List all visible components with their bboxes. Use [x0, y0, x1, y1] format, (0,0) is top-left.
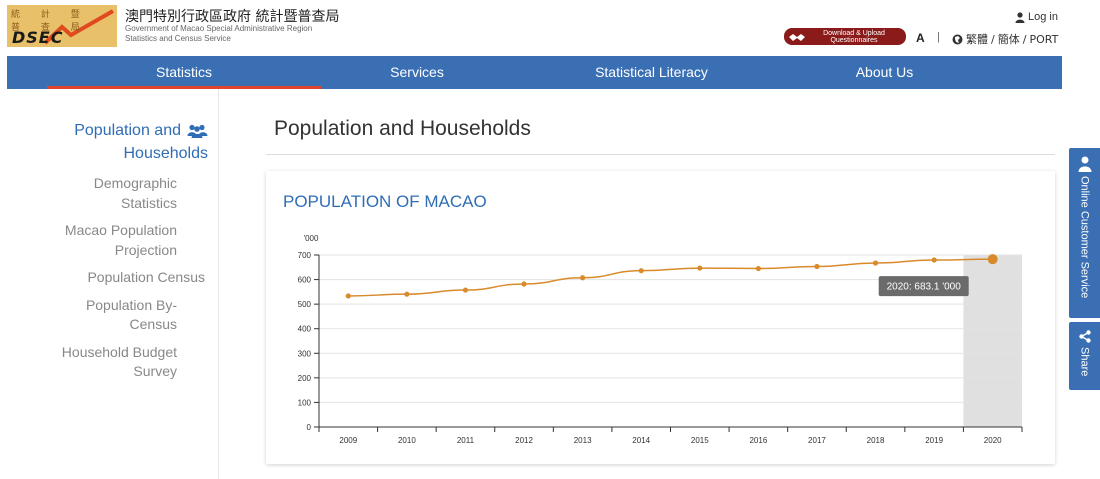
- users-icon: [187, 124, 208, 138]
- sidebar-item-label: Household Budget: [61, 343, 177, 360]
- y-tick-label: 200: [298, 374, 312, 383]
- data-point: [404, 291, 410, 297]
- share-label: Share: [1078, 347, 1091, 377]
- y-tick-label: 0: [307, 423, 312, 432]
- sidebar-item-label: Projection: [114, 241, 177, 258]
- x-tick-label: 2015: [691, 436, 709, 445]
- user-icon: [1015, 11, 1025, 23]
- sidebar-list: Demographic Statistics Macao Population …: [62, 174, 205, 390]
- globe-icon: [952, 34, 963, 44]
- header: 統 計 暨 普 查 局 DSEC 澳門特別行政區政府 統計暨普查局 Govern…: [0, 0, 1100, 56]
- download-label-line1: Download & Upload: [823, 29, 885, 37]
- login-link[interactable]: Log in: [1015, 11, 1058, 23]
- data-point: [872, 260, 879, 266]
- data-point: [697, 265, 703, 271]
- sidebar-item-demographic-statistics[interactable]: Demographic Statistics: [62, 174, 177, 213]
- font-size-toggle[interactable]: A: [916, 31, 925, 45]
- main-nav: Statistics Services Statistical Literacy…: [7, 56, 1062, 89]
- nav-item-about-us[interactable]: About Us: [855, 64, 914, 80]
- x-tick-label: 2020: [984, 436, 1002, 445]
- x-tick-label: 2013: [574, 436, 592, 445]
- data-point: [987, 254, 998, 265]
- y-tick-label: 400: [298, 325, 312, 334]
- sidebar-heading[interactable]: Population and Households: [74, 119, 208, 165]
- sidebar: Population and Households Demographic St…: [0, 89, 219, 479]
- x-tick-label: 2010: [398, 436, 416, 445]
- data-point: [521, 281, 527, 287]
- lang-portuguese-link[interactable]: PORT: [1029, 32, 1059, 46]
- person-icon: [1078, 156, 1091, 172]
- org-name-en-line1: Government of Macao Special Administrati…: [125, 24, 313, 33]
- dsec-logo[interactable]: 統 計 暨 普 查 局 DSEC: [7, 5, 117, 47]
- sidebar-item-label: Population By-: [85, 296, 177, 313]
- header-separator: |: [937, 31, 940, 43]
- download-label-line2: Questionnaires: [830, 36, 878, 44]
- language-switcher: 繁體 / 簡体 / PORT: [952, 31, 1058, 47]
- data-point: [755, 265, 761, 272]
- population-line-chart[interactable]: 0 100 200 300 400 500 600 700 '000 2009 2010 2011 20…: [266, 171, 1055, 464]
- sidebar-item-population-by-census[interactable]: Population By- Census: [62, 296, 177, 335]
- sidebar-item-population-census[interactable]: Population Census: [62, 268, 205, 288]
- customer-service-label: Online Customer Service: [1078, 176, 1091, 299]
- data-point: [580, 275, 586, 281]
- tooltip-text: 2020: 683.1 '000: [887, 282, 962, 293]
- sidebar-item-label: Statistics: [120, 194, 177, 211]
- share-icon: [1078, 330, 1091, 343]
- data-point: [931, 257, 937, 263]
- handshake-icon: [784, 32, 810, 42]
- data-point: [638, 268, 644, 274]
- y-tick-label: 100: [298, 398, 312, 407]
- x-tick-label: 2009: [339, 436, 357, 445]
- logo-arrow-graphic: [43, 9, 114, 45]
- download-upload-button[interactable]: Download & Upload Questionnaires: [784, 28, 906, 45]
- hover-band: [963, 255, 1022, 427]
- logo-chars: 統 計 暨 普 查 局: [11, 10, 89, 33]
- data-point: [345, 293, 351, 299]
- chart-title: POPULATION OF MACAO: [283, 192, 487, 211]
- sidebar-item-label: Population Census: [87, 269, 205, 285]
- lang-traditional-link[interactable]: 繁體: [966, 33, 988, 46]
- login-label: Log in: [1028, 11, 1058, 23]
- sidebar-item-label: Demographic: [93, 175, 177, 191]
- chart-card: POPULATION OF MACAO 0 100 200 300 400 500 600 7…: [266, 171, 1055, 464]
- x-tick-label: 2014: [632, 436, 650, 445]
- sidebar-item-label: Survey: [133, 363, 177, 379]
- x-tick-label: 2012: [515, 436, 533, 445]
- nav-item-statistics[interactable]: Statistics: [7, 56, 361, 89]
- sidebar-heading-line2: Households: [123, 145, 209, 162]
- y-tick-label: 500: [298, 300, 312, 309]
- org-name-zh: 澳門特別行政區政府 統計暨普查局: [125, 9, 340, 25]
- y-axis-unit-label: '000: [304, 234, 319, 243]
- data-point: [814, 263, 820, 270]
- x-tick-label: 2019: [925, 436, 943, 445]
- lang-simplified-link[interactable]: 簡体: [997, 33, 1020, 46]
- x-tick-label: 2018: [867, 436, 885, 445]
- logo-text: DSEC: [12, 28, 64, 47]
- sidebar-item-population-projection[interactable]: Macao Population Projection: [62, 221, 177, 260]
- y-tick-label: 300: [298, 349, 312, 358]
- sidebar-item-label: Macao Population: [64, 222, 177, 238]
- online-customer-service-tab[interactable]: Online Customer Service: [1069, 148, 1100, 318]
- data-point: [462, 287, 469, 293]
- y-tick-label: 700: [298, 251, 312, 260]
- y-tick-label: 600: [298, 276, 312, 285]
- page-title: Population and Households: [274, 117, 531, 140]
- org-name-en-line2: Statistics and Census Service: [125, 34, 231, 43]
- lang-separator: /: [1022, 32, 1027, 46]
- x-tick-label: 2016: [749, 436, 767, 445]
- sidebar-item-label: Census: [129, 316, 177, 332]
- nav-item-statistical-literacy[interactable]: Statistical Literacy: [595, 64, 708, 80]
- lang-separator: /: [991, 32, 995, 46]
- sidebar-heading-line1: Population and: [74, 122, 181, 139]
- sidebar-item-household-budget-survey[interactable]: Household Budget Survey: [62, 343, 177, 382]
- title-divider: [266, 154, 1055, 155]
- share-tab[interactable]: Share: [1069, 322, 1100, 390]
- x-tick-label: 2011: [457, 436, 475, 445]
- tooltip-box: [878, 276, 969, 297]
- nav-item-services[interactable]: Services: [390, 64, 444, 80]
- x-tick-label: 2017: [808, 436, 826, 445]
